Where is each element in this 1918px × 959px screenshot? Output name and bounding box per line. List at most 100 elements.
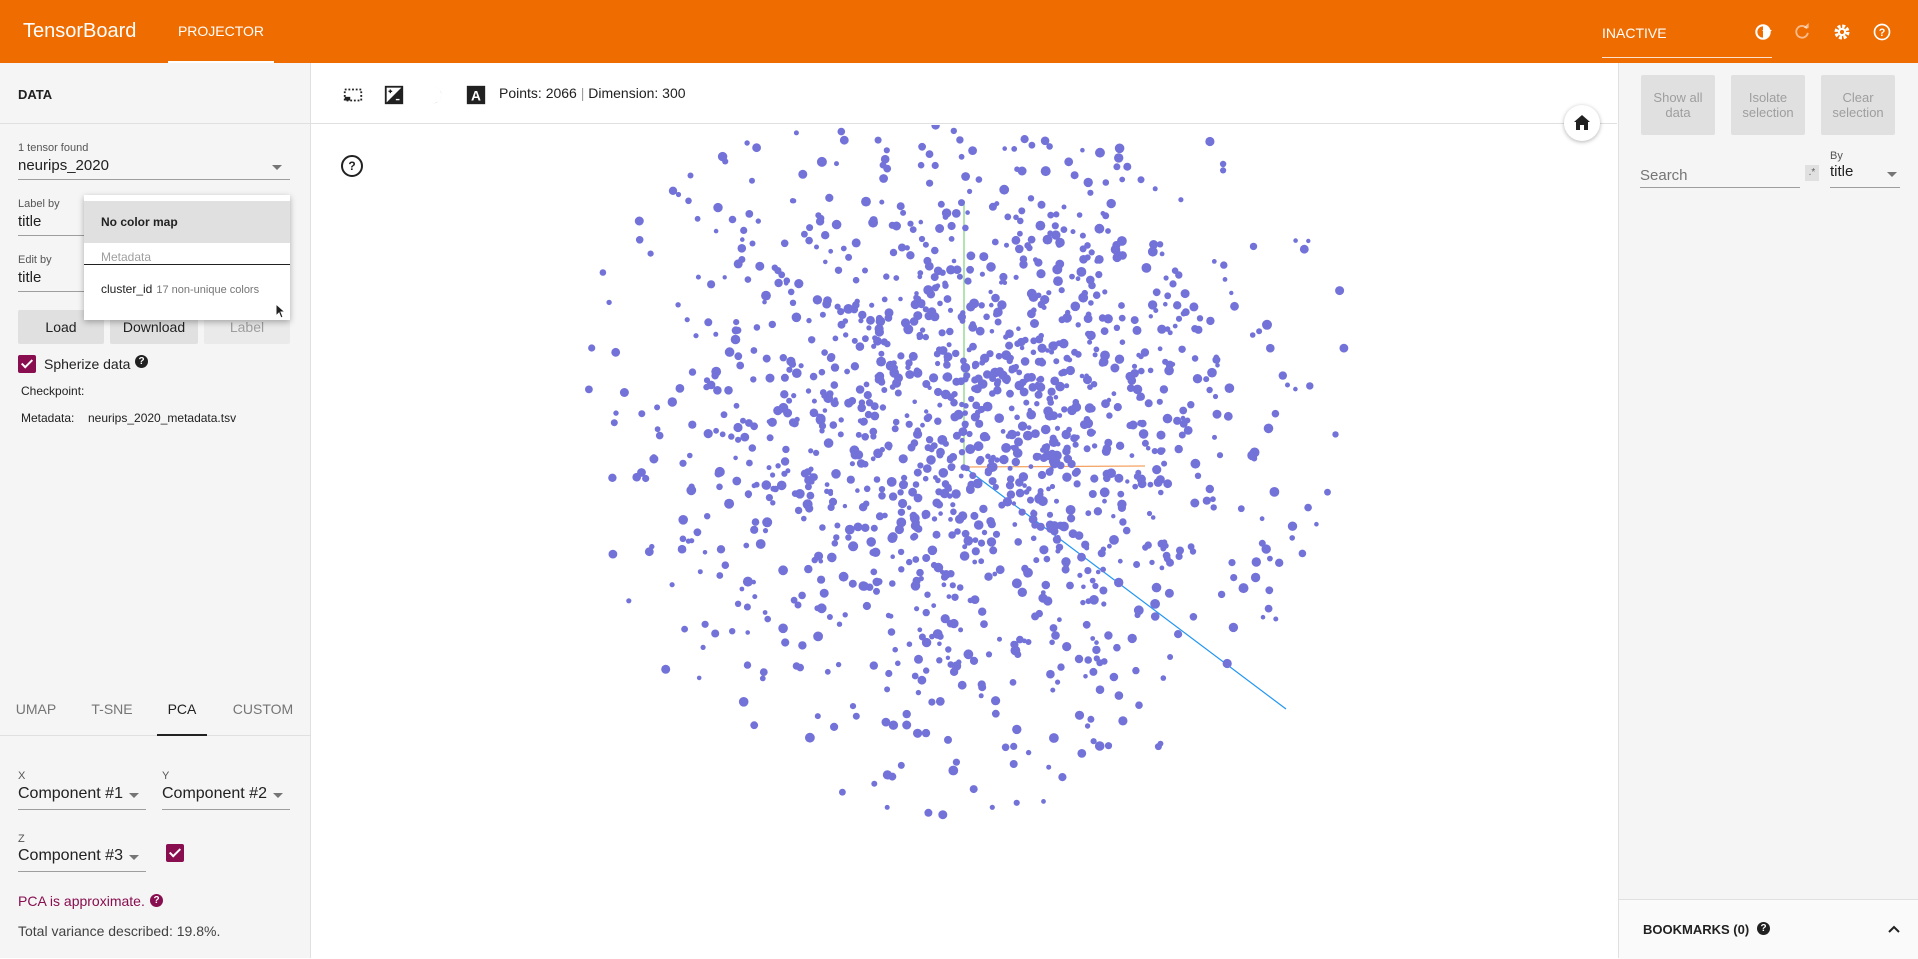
data-point[interactable]: [975, 419, 984, 428]
data-point[interactable]: [1028, 383, 1038, 392]
data-point[interactable]: [858, 318, 864, 324]
data-point[interactable]: [1075, 405, 1081, 411]
data-point[interactable]: [1065, 309, 1071, 316]
data-point[interactable]: [1040, 136, 1050, 146]
data-point[interactable]: [992, 530, 1001, 538]
data-point[interactable]: [737, 244, 747, 253]
data-point[interactable]: [1006, 475, 1015, 484]
data-point[interactable]: [1164, 588, 1174, 598]
data-point[interactable]: [1058, 369, 1065, 377]
data-point[interactable]: [745, 419, 753, 427]
help-icon[interactable]: ?: [135, 355, 148, 368]
data-point[interactable]: [819, 311, 826, 318]
data-point[interactable]: [842, 612, 848, 618]
data-point[interactable]: [1070, 229, 1076, 235]
data-point[interactable]: [1212, 355, 1221, 364]
data-point[interactable]: [808, 466, 814, 472]
data-point[interactable]: [1001, 443, 1011, 453]
data-point[interactable]: [1056, 461, 1065, 470]
data-point[interactable]: [1095, 147, 1105, 158]
data-point[interactable]: [711, 629, 720, 638]
data-point[interactable]: [1013, 214, 1019, 221]
data-point[interactable]: [978, 693, 984, 699]
data-point[interactable]: [1014, 340, 1021, 347]
data-point[interactable]: [1191, 355, 1199, 362]
data-point[interactable]: [871, 343, 877, 349]
data-point[interactable]: [999, 272, 1008, 282]
data-point[interactable]: [1109, 672, 1119, 682]
data-point[interactable]: [1212, 434, 1217, 440]
data-point[interactable]: [1026, 409, 1036, 420]
data-point[interactable]: [961, 420, 969, 428]
data-point[interactable]: [1114, 691, 1124, 700]
data-point[interactable]: [878, 378, 886, 386]
data-point[interactable]: [1175, 271, 1183, 279]
data-point[interactable]: [1170, 362, 1176, 367]
regex-toggle-button[interactable]: .*: [1805, 165, 1819, 181]
data-point[interactable]: [1083, 177, 1093, 188]
data-point[interactable]: [1150, 612, 1160, 621]
data-point[interactable]: [744, 276, 752, 283]
data-point[interactable]: [1147, 481, 1154, 488]
data-point[interactable]: [985, 453, 991, 460]
data-point[interactable]: [883, 147, 890, 154]
data-point[interactable]: [897, 352, 905, 360]
data-point[interactable]: [1056, 241, 1063, 248]
data-point[interactable]: [1026, 486, 1032, 492]
data-point[interactable]: [1006, 490, 1016, 499]
data-point[interactable]: [802, 499, 813, 510]
data-point[interactable]: [831, 469, 841, 479]
data-point[interactable]: [1126, 421, 1134, 430]
data-point[interactable]: [1067, 405, 1077, 416]
data-point[interactable]: [1189, 613, 1198, 621]
data-point[interactable]: [826, 353, 836, 363]
data-point[interactable]: [829, 421, 838, 429]
data-point[interactable]: [874, 136, 882, 144]
data-point[interactable]: [1024, 242, 1032, 249]
data-point[interactable]: [935, 360, 941, 367]
data-point[interactable]: [751, 483, 757, 489]
data-point[interactable]: [811, 398, 817, 404]
data-point[interactable]: [897, 489, 904, 496]
data-point[interactable]: [1216, 452, 1224, 459]
data-point[interactable]: [1015, 488, 1025, 498]
data-point[interactable]: [1220, 167, 1227, 174]
data-point[interactable]: [1267, 555, 1273, 562]
data-point[interactable]: [916, 335, 922, 341]
data-point[interactable]: [744, 490, 753, 498]
data-point[interactable]: [849, 703, 857, 710]
data-point[interactable]: [1058, 338, 1069, 349]
data-point[interactable]: [821, 231, 830, 240]
data-point[interactable]: [780, 373, 789, 382]
data-point[interactable]: [608, 473, 617, 482]
data-point[interactable]: [735, 436, 742, 443]
data-point[interactable]: [930, 273, 939, 282]
data-point[interactable]: [878, 350, 885, 357]
data-point[interactable]: [1119, 176, 1126, 183]
data-point[interactable]: [743, 661, 752, 669]
data-point[interactable]: [1055, 259, 1065, 269]
data-point[interactable]: [1196, 315, 1204, 322]
data-point[interactable]: [952, 265, 962, 274]
data-point[interactable]: [731, 326, 740, 335]
data-point[interactable]: [1172, 323, 1178, 329]
data-point[interactable]: [644, 547, 654, 557]
data-point[interactable]: [1060, 226, 1068, 233]
data-point[interactable]: [992, 571, 998, 577]
data-point[interactable]: [931, 125, 940, 130]
data-point[interactable]: [1159, 385, 1169, 394]
data-point[interactable]: [992, 483, 999, 491]
data-point[interactable]: [1049, 483, 1056, 490]
data-point[interactable]: [1130, 369, 1139, 378]
data-point[interactable]: [781, 638, 790, 647]
data-point[interactable]: [921, 728, 931, 738]
data-point[interactable]: [1082, 620, 1091, 629]
data-point[interactable]: [798, 169, 808, 179]
data-point[interactable]: [858, 310, 867, 320]
data-point[interactable]: [585, 385, 593, 394]
spherize-checkbox[interactable]: [18, 355, 36, 373]
data-point[interactable]: [979, 252, 989, 262]
data-point[interactable]: [931, 161, 939, 170]
data-point[interactable]: [1102, 212, 1110, 220]
point-cloud[interactable]: [585, 125, 1349, 820]
